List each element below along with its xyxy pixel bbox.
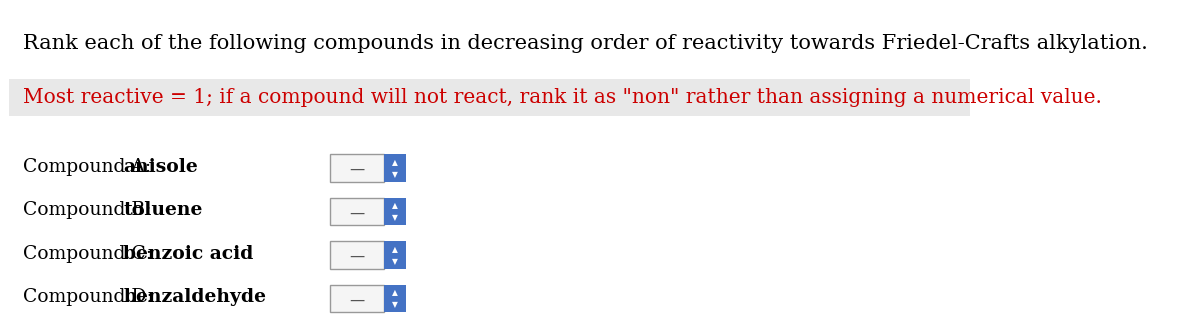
Text: —: — xyxy=(349,205,365,220)
FancyBboxPatch shape xyxy=(384,241,406,269)
FancyBboxPatch shape xyxy=(330,285,384,312)
FancyBboxPatch shape xyxy=(384,285,406,312)
Text: ▲: ▲ xyxy=(392,245,398,254)
Text: Compound D:: Compound D: xyxy=(23,288,158,306)
Text: ▼: ▼ xyxy=(392,213,398,222)
Text: Compound A:: Compound A: xyxy=(23,158,157,176)
Text: ▼: ▼ xyxy=(392,170,398,179)
FancyBboxPatch shape xyxy=(330,241,384,269)
Text: —: — xyxy=(349,162,365,177)
FancyBboxPatch shape xyxy=(384,154,406,182)
Text: —: — xyxy=(349,249,365,264)
Text: ▲: ▲ xyxy=(392,288,398,297)
Text: —: — xyxy=(349,292,365,307)
Text: Compound C:: Compound C: xyxy=(23,245,158,263)
Text: Compound B:: Compound B: xyxy=(23,201,157,219)
FancyBboxPatch shape xyxy=(330,198,384,225)
Text: ▼: ▼ xyxy=(392,257,398,266)
Text: anisole: anisole xyxy=(124,158,198,176)
FancyBboxPatch shape xyxy=(10,79,970,116)
Text: benzoic acid: benzoic acid xyxy=(124,245,253,263)
Text: ▼: ▼ xyxy=(392,300,398,309)
Text: ▲: ▲ xyxy=(392,201,398,210)
Text: Most reactive = 1; if a compound will not react, rank it as "non" rather than as: Most reactive = 1; if a compound will no… xyxy=(23,88,1102,107)
Text: Rank each of the following compounds in decreasing order of reactivity towards F: Rank each of the following compounds in … xyxy=(23,33,1148,53)
FancyBboxPatch shape xyxy=(384,198,406,225)
Text: ▲: ▲ xyxy=(392,158,398,167)
Text: benzaldehyde: benzaldehyde xyxy=(124,288,266,306)
FancyBboxPatch shape xyxy=(330,154,384,182)
Text: toluene: toluene xyxy=(124,201,203,219)
